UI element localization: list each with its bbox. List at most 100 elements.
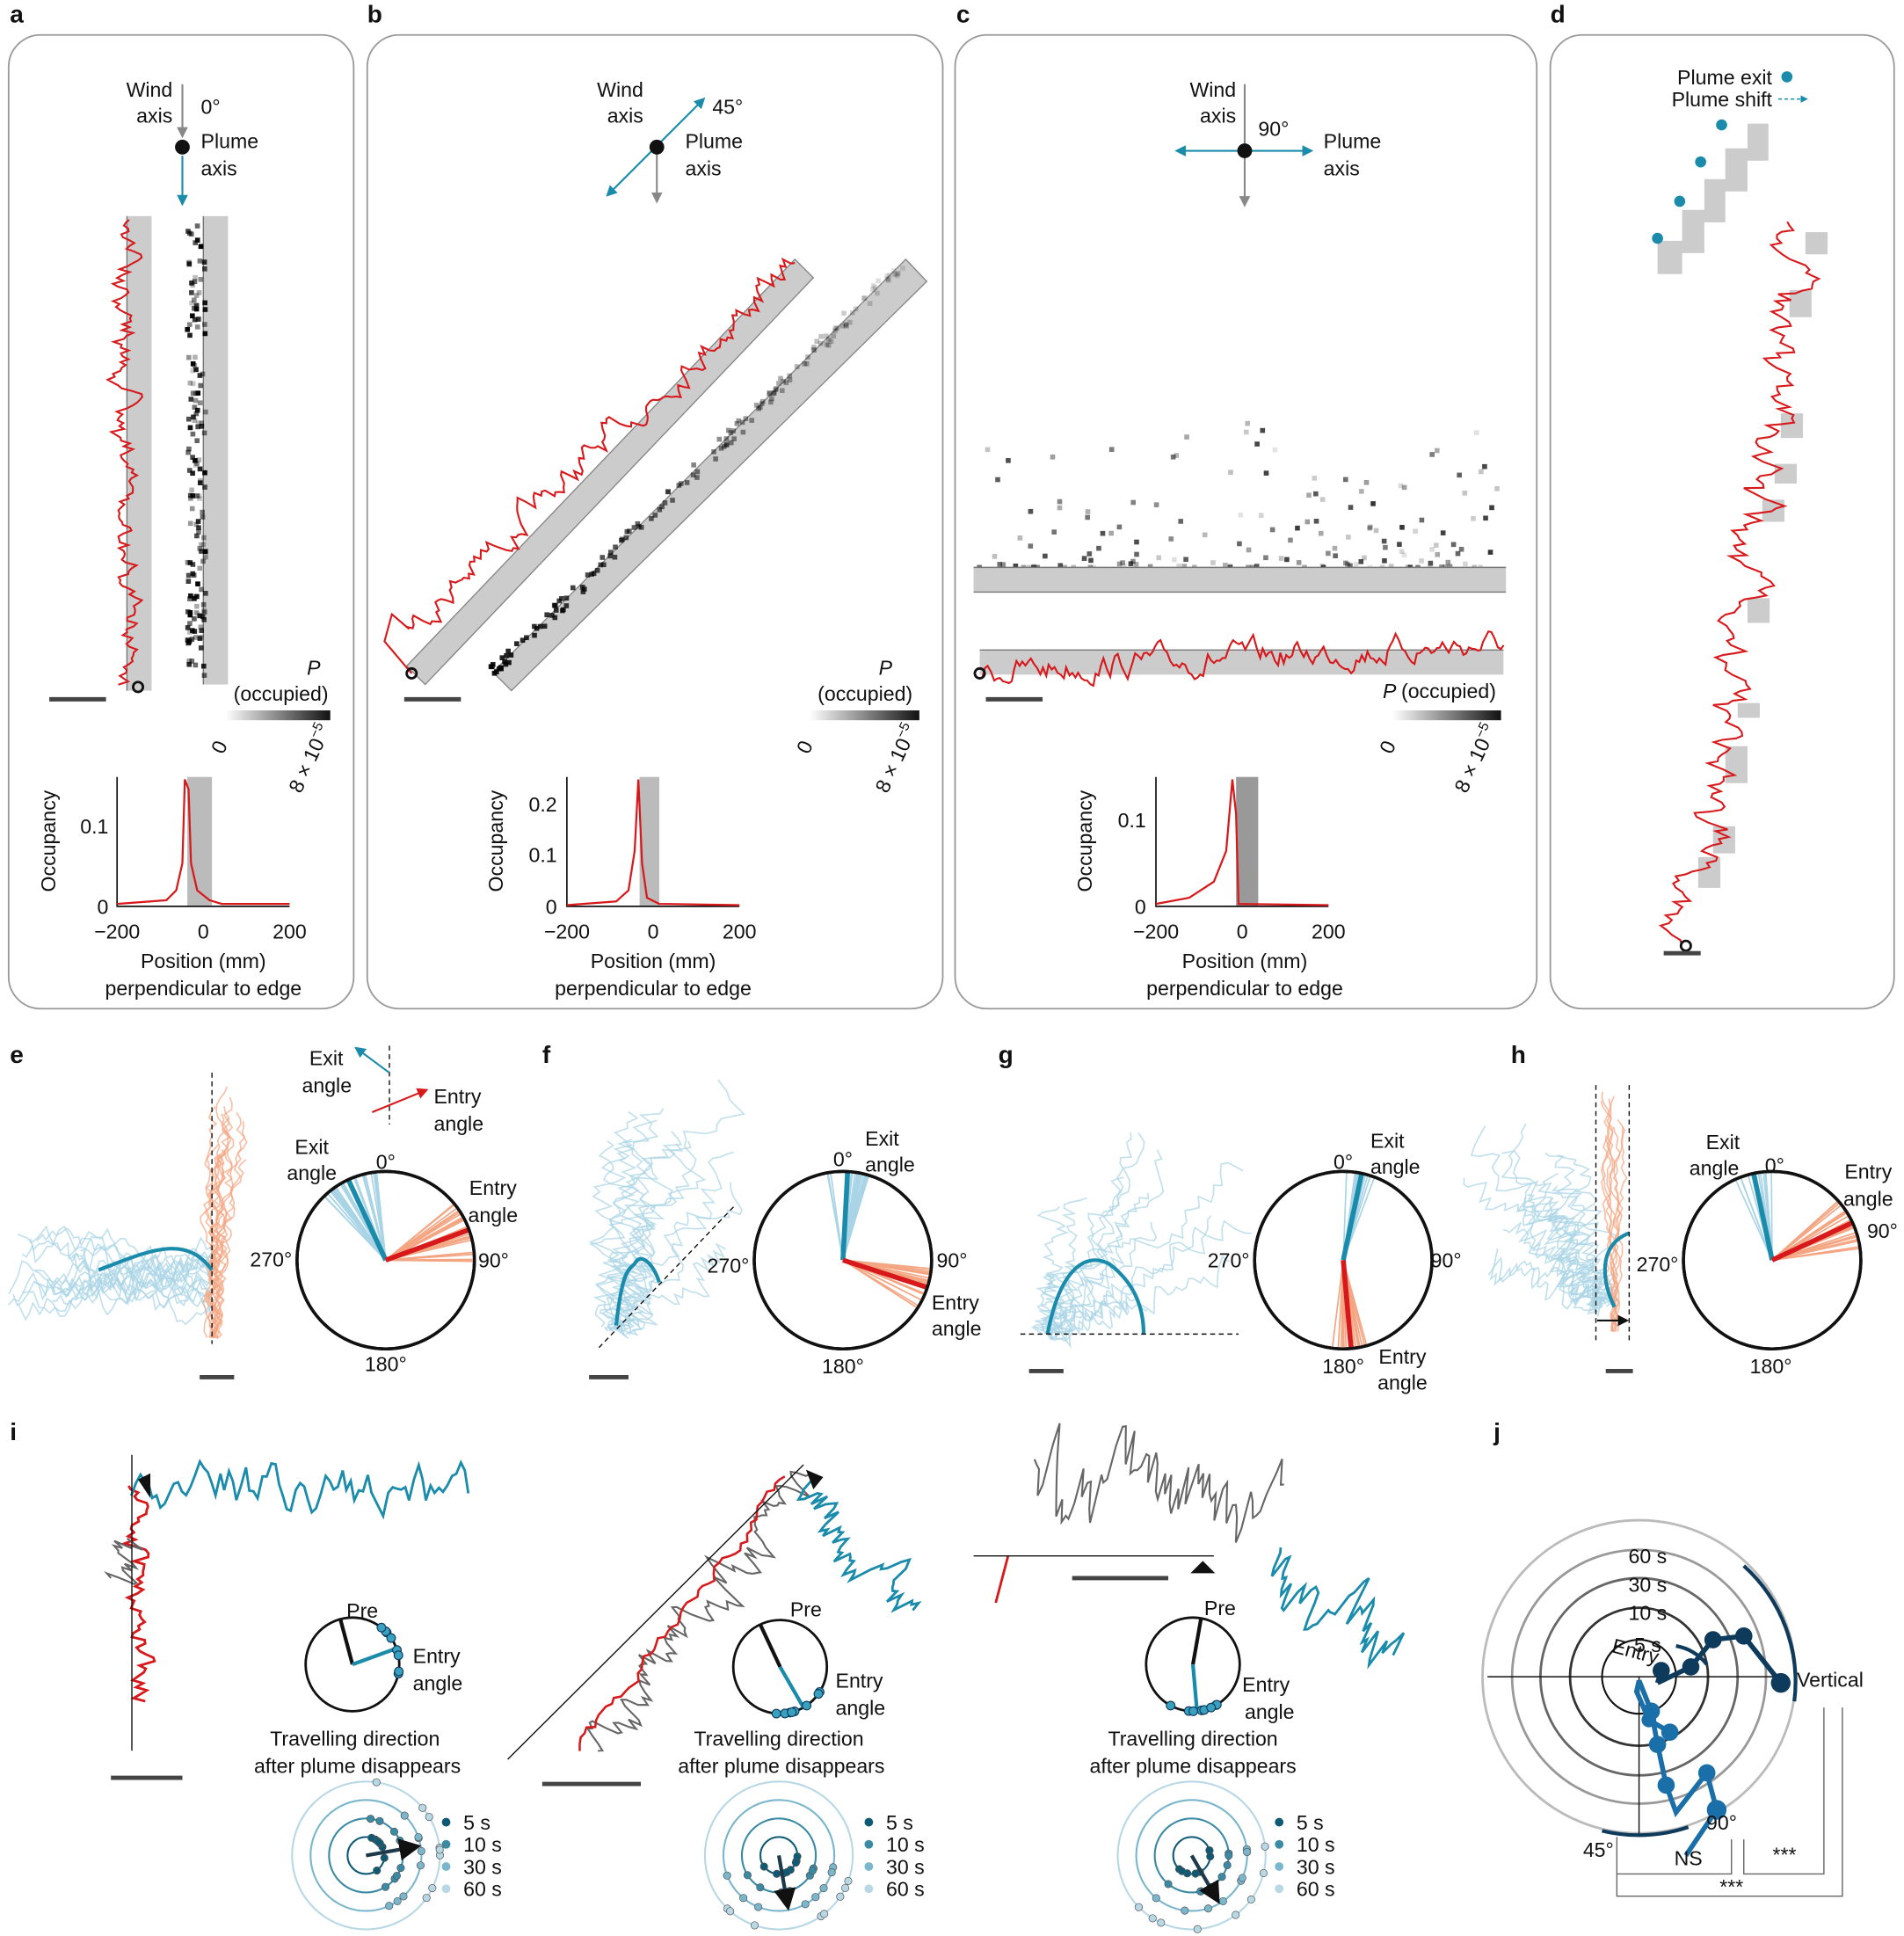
heat-cell: [541, 623, 548, 630]
heat-cell: [1345, 561, 1350, 567]
mini-dot: [386, 1633, 396, 1643]
heat-cell: [185, 449, 191, 455]
heat-cell: [1100, 530, 1106, 536]
label: Plume shift: [1672, 88, 1773, 111]
angle-ray: [842, 1175, 869, 1261]
label: axis: [201, 157, 237, 180]
time-ring: [1116, 1780, 1267, 1931]
shape: [405, 258, 815, 686]
heat-cell: [894, 273, 900, 279]
time-dot: [428, 1883, 437, 1893]
shape: [203, 215, 229, 685]
shape: [979, 650, 1504, 675]
heat-cell: [739, 419, 745, 426]
panel-box: [366, 33, 944, 1010]
heat-cell: [200, 542, 207, 548]
heat-cell: [1388, 564, 1394, 569]
shape: [1716, 119, 1727, 131]
heat-cell: [736, 418, 742, 424]
heat-cell: [187, 596, 193, 601]
trace: [1040, 1176, 1124, 1332]
mini-dot: [771, 1708, 781, 1719]
label: Travelling direction: [270, 1728, 440, 1750]
heat-cell: [723, 441, 730, 448]
heat-cell: [1108, 530, 1114, 536]
heat-cell: [194, 438, 200, 444]
heat-cell: [1353, 562, 1359, 567]
heat-cell: [985, 447, 991, 453]
shape: [225, 710, 331, 721]
label: −5: [307, 720, 327, 740]
label: 270°: [708, 1254, 750, 1277]
heat-cell: [197, 258, 203, 264]
label: 10 s: [1297, 1833, 1335, 1856]
heat-cell: [502, 659, 507, 665]
heat-cell: [186, 322, 193, 327]
time-dot: [389, 1827, 399, 1836]
heat-cell: [1333, 553, 1338, 558]
heat-cell: [810, 346, 817, 353]
heat-cell: [1419, 558, 1424, 564]
trace: [1050, 1214, 1212, 1340]
direction-ray: [778, 1665, 805, 1709]
mean-direction: [1189, 1854, 1220, 1904]
time-dot: [1203, 1904, 1213, 1913]
heat-cell: [839, 324, 846, 329]
trace: [1610, 1126, 1628, 1332]
heat-cell: [1419, 517, 1425, 523]
label: 45°: [712, 95, 743, 118]
time-dot: [435, 1845, 444, 1854]
heat-cell: [834, 325, 840, 331]
mini-dot: [393, 1650, 403, 1661]
heat-cell: [1479, 469, 1484, 475]
heat-cell: [1254, 564, 1260, 569]
heat-cell: [194, 593, 200, 600]
time-dot: [1148, 1914, 1157, 1923]
heat-cell: [491, 670, 498, 676]
heat-cell: [768, 399, 774, 405]
heat-cell: [202, 331, 208, 337]
heat-cell: [1245, 420, 1250, 426]
time-dot: [1196, 1887, 1205, 1896]
heat-cell: [197, 496, 202, 501]
heat-cell: [203, 554, 208, 560]
heat-cell: [1184, 434, 1189, 440]
heat-cell: [508, 652, 514, 658]
shape: [1674, 195, 1686, 207]
label: 60 s: [1297, 1878, 1335, 1901]
label: 8 × 10: [870, 735, 915, 797]
label: Plume: [685, 130, 743, 153]
label: Wind: [597, 78, 643, 101]
heat-cell: [185, 579, 192, 585]
polar-circle: [1253, 1169, 1434, 1350]
mean-ray: [384, 1227, 470, 1263]
time-dot: [1261, 1842, 1269, 1851]
panel-letter: g: [999, 1041, 1014, 1068]
heat-cell: [1178, 519, 1184, 524]
label: angle: [1370, 1155, 1421, 1178]
time-dot: [425, 1812, 433, 1822]
label: angle: [433, 1112, 483, 1135]
heat-cell: [188, 593, 193, 599]
heat-cell: [187, 492, 193, 499]
time-dot: [396, 1836, 404, 1845]
heat-cell: [200, 509, 206, 515]
trace: [1517, 1212, 1610, 1307]
label: Pre: [790, 1598, 822, 1620]
heat-cell: [1413, 528, 1418, 535]
trace: [994, 1555, 1010, 1604]
trace: [35, 1260, 213, 1301]
label: 30 s: [886, 1855, 925, 1878]
time-dot: [801, 1900, 810, 1909]
label: 0: [207, 737, 232, 757]
time-dot: [367, 1815, 375, 1823]
heat-cell: [194, 533, 200, 539]
label: Occupancy: [37, 790, 60, 892]
heat-cell: [691, 462, 696, 468]
heat-cell: [1081, 556, 1087, 561]
heat-cell: [1278, 556, 1284, 561]
heat-cell: [193, 397, 199, 404]
heat-cell: [189, 637, 195, 642]
label: 0.1: [80, 815, 108, 838]
heat-cell: [1006, 458, 1011, 463]
